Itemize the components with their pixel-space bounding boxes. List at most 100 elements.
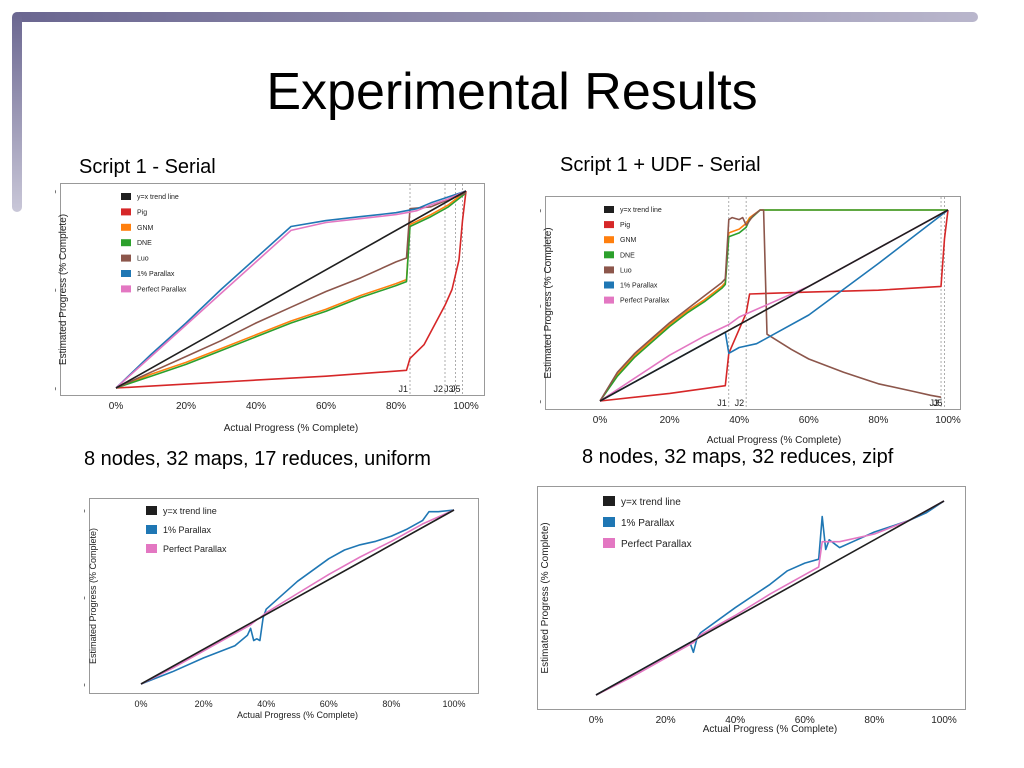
x-tick-label: 0% — [109, 401, 124, 412]
job-marker-label: J5 — [451, 384, 461, 394]
legend-swatch — [121, 285, 131, 293]
legend-label: 1% Parallax — [163, 525, 212, 535]
job-marker-label: J1 — [717, 398, 727, 408]
legend-label: Perfect Parallax — [620, 298, 670, 305]
y-tick-label: 0% — [84, 679, 85, 689]
chart-2-svg: 0% 20% 40% 60% 80% 100% 0% 50% 100% Actual Progre… — [540, 196, 961, 446]
series-line-1-parallax — [140, 509, 455, 685]
series-line-1-parallax — [115, 190, 467, 389]
y-tick-label: 50% — [540, 301, 541, 312]
x-tick-label: 40% — [729, 415, 749, 426]
plot-frame — [537, 486, 966, 710]
legend-swatch — [121, 254, 131, 262]
x-tick-label: 100% — [935, 415, 961, 426]
legend-label: Perfect Parallax — [137, 286, 187, 293]
job-marker-label: J5 — [933, 398, 943, 408]
legend-label: 1% Parallax — [621, 518, 674, 529]
legend-swatch — [604, 266, 614, 274]
x-tick-label: 100% — [931, 715, 957, 726]
series-line-dne — [115, 192, 467, 389]
x-tick-label: 20% — [195, 699, 213, 709]
legend-label: Perfect Parallax — [621, 539, 692, 550]
legend-swatch — [604, 251, 614, 259]
legend-label: Pig — [620, 222, 630, 229]
legend-swatch — [121, 208, 131, 216]
x-tick-label: 100% — [442, 699, 465, 709]
legend-label: GNM — [620, 237, 637, 244]
series-line-perfect-parallax — [115, 190, 467, 389]
y-axis-title: Estimated Progress (% Complete) — [540, 522, 551, 673]
job-marker-label: J3 — [444, 384, 454, 394]
x-tick-label: 80% — [386, 401, 406, 412]
x-tick-label: 20% — [656, 715, 676, 726]
legend-label: DNE — [137, 240, 152, 247]
caption-chart-3: 8 nodes, 32 maps, 17 reduces, uniform — [84, 448, 431, 470]
legend-swatch — [121, 223, 131, 231]
legend-label: Perfect Parallax — [163, 544, 227, 554]
chart-4: 0%20%40%60%80%100%0%50%100%Actual Progre… — [537, 486, 971, 741]
caption-chart-1: Script 1 - Serial — [79, 156, 216, 178]
chart-1: 0% 20% 40% 60% 80% 100% 0% 50% 100% Actual Progre… — [55, 183, 490, 435]
legend-swatch — [604, 221, 614, 229]
legend-label: DNE — [620, 252, 635, 259]
caption-chart-2: Script 1 + UDF - Serial — [560, 154, 761, 176]
x-axis-title: Actual Progress (% Complete) — [224, 423, 359, 434]
legend-swatch — [603, 496, 615, 506]
legend-swatch — [121, 270, 131, 277]
job-marker-label: J1 — [398, 384, 408, 394]
side-accent-bar — [12, 12, 22, 212]
legend-swatch — [146, 544, 157, 553]
legend-swatch — [604, 236, 614, 244]
y-tick-label: 50% — [84, 592, 85, 602]
x-tick-label: 40% — [725, 715, 745, 726]
x-tick-label: 20% — [660, 415, 680, 426]
x-tick-label: 0% — [593, 415, 608, 426]
plot-frame — [545, 196, 961, 410]
x-tick-label: 60% — [320, 699, 338, 709]
x-axis-title: Actual Progress (% Complete) — [237, 710, 358, 720]
job-marker-label: J2 — [735, 398, 745, 408]
series-line-1-parallax — [595, 500, 945, 696]
legend-label: Luo — [620, 267, 632, 274]
chart-3: 0% 20% 40% 60% 80% 100% 0% 50% 100% Actual Progre… — [84, 498, 479, 724]
chart-4-svg: 0%20%40%60%80%100%0%50%100%Actual Progre… — [537, 486, 966, 735]
job-marker-label: J2 — [433, 384, 443, 394]
series-line-y-x-trend-line — [140, 509, 455, 685]
y-tick-label: 50% — [55, 285, 56, 296]
x-tick-label: 80% — [868, 415, 888, 426]
x-tick-label: 60% — [316, 401, 336, 412]
x-tick-label: 40% — [257, 699, 275, 709]
y-tick-label: 0% — [55, 383, 56, 394]
chart-1-svg: 0% 20% 40% 60% 80% 100% 0% 50% 100% Actual Progre… — [55, 183, 485, 434]
legend-swatch — [604, 206, 614, 213]
legend-label: y=x trend line — [621, 497, 681, 508]
legend-label: Pig — [137, 209, 147, 216]
legend-swatch — [603, 538, 615, 548]
y-axis-title: Estimated Progress (% Complete) — [543, 227, 554, 378]
y-tick-label: 100% — [84, 505, 85, 515]
legend-label: y=x trend line — [163, 506, 217, 516]
series-line-y-x-trend-line — [599, 209, 949, 402]
job-marker-label: J3 — [930, 398, 940, 408]
legend-swatch — [146, 506, 157, 515]
legend-swatch — [146, 525, 157, 534]
x-tick-label: 0% — [134, 699, 147, 709]
legend-label: Luo — [137, 256, 149, 263]
x-tick-label: 100% — [453, 401, 479, 412]
legend-swatch — [121, 239, 131, 247]
slide-title: Experimental Results — [266, 63, 758, 121]
legend-swatch — [604, 281, 614, 289]
series-line-luo — [115, 192, 467, 389]
x-tick-label: 80% — [864, 715, 884, 726]
plot-frame — [60, 183, 485, 396]
chart-2: 0% 20% 40% 60% 80% 100% 0% 50% 100% Actual Progre… — [540, 196, 966, 448]
y-axis-title: Estimated Progress (% Complete) — [58, 214, 69, 365]
x-tick-label: 20% — [176, 401, 196, 412]
x-axis-title: Actual Progress (% Complete) — [707, 435, 842, 446]
series-line-perfect-parallax — [595, 500, 945, 696]
series-line-pig — [599, 209, 949, 402]
x-tick-label: 80% — [382, 699, 400, 709]
y-axis-title: Estimated Progress (% Complete) — [88, 528, 98, 664]
legend-label: y=x trend line — [620, 207, 662, 214]
x-tick-label: 40% — [246, 401, 266, 412]
